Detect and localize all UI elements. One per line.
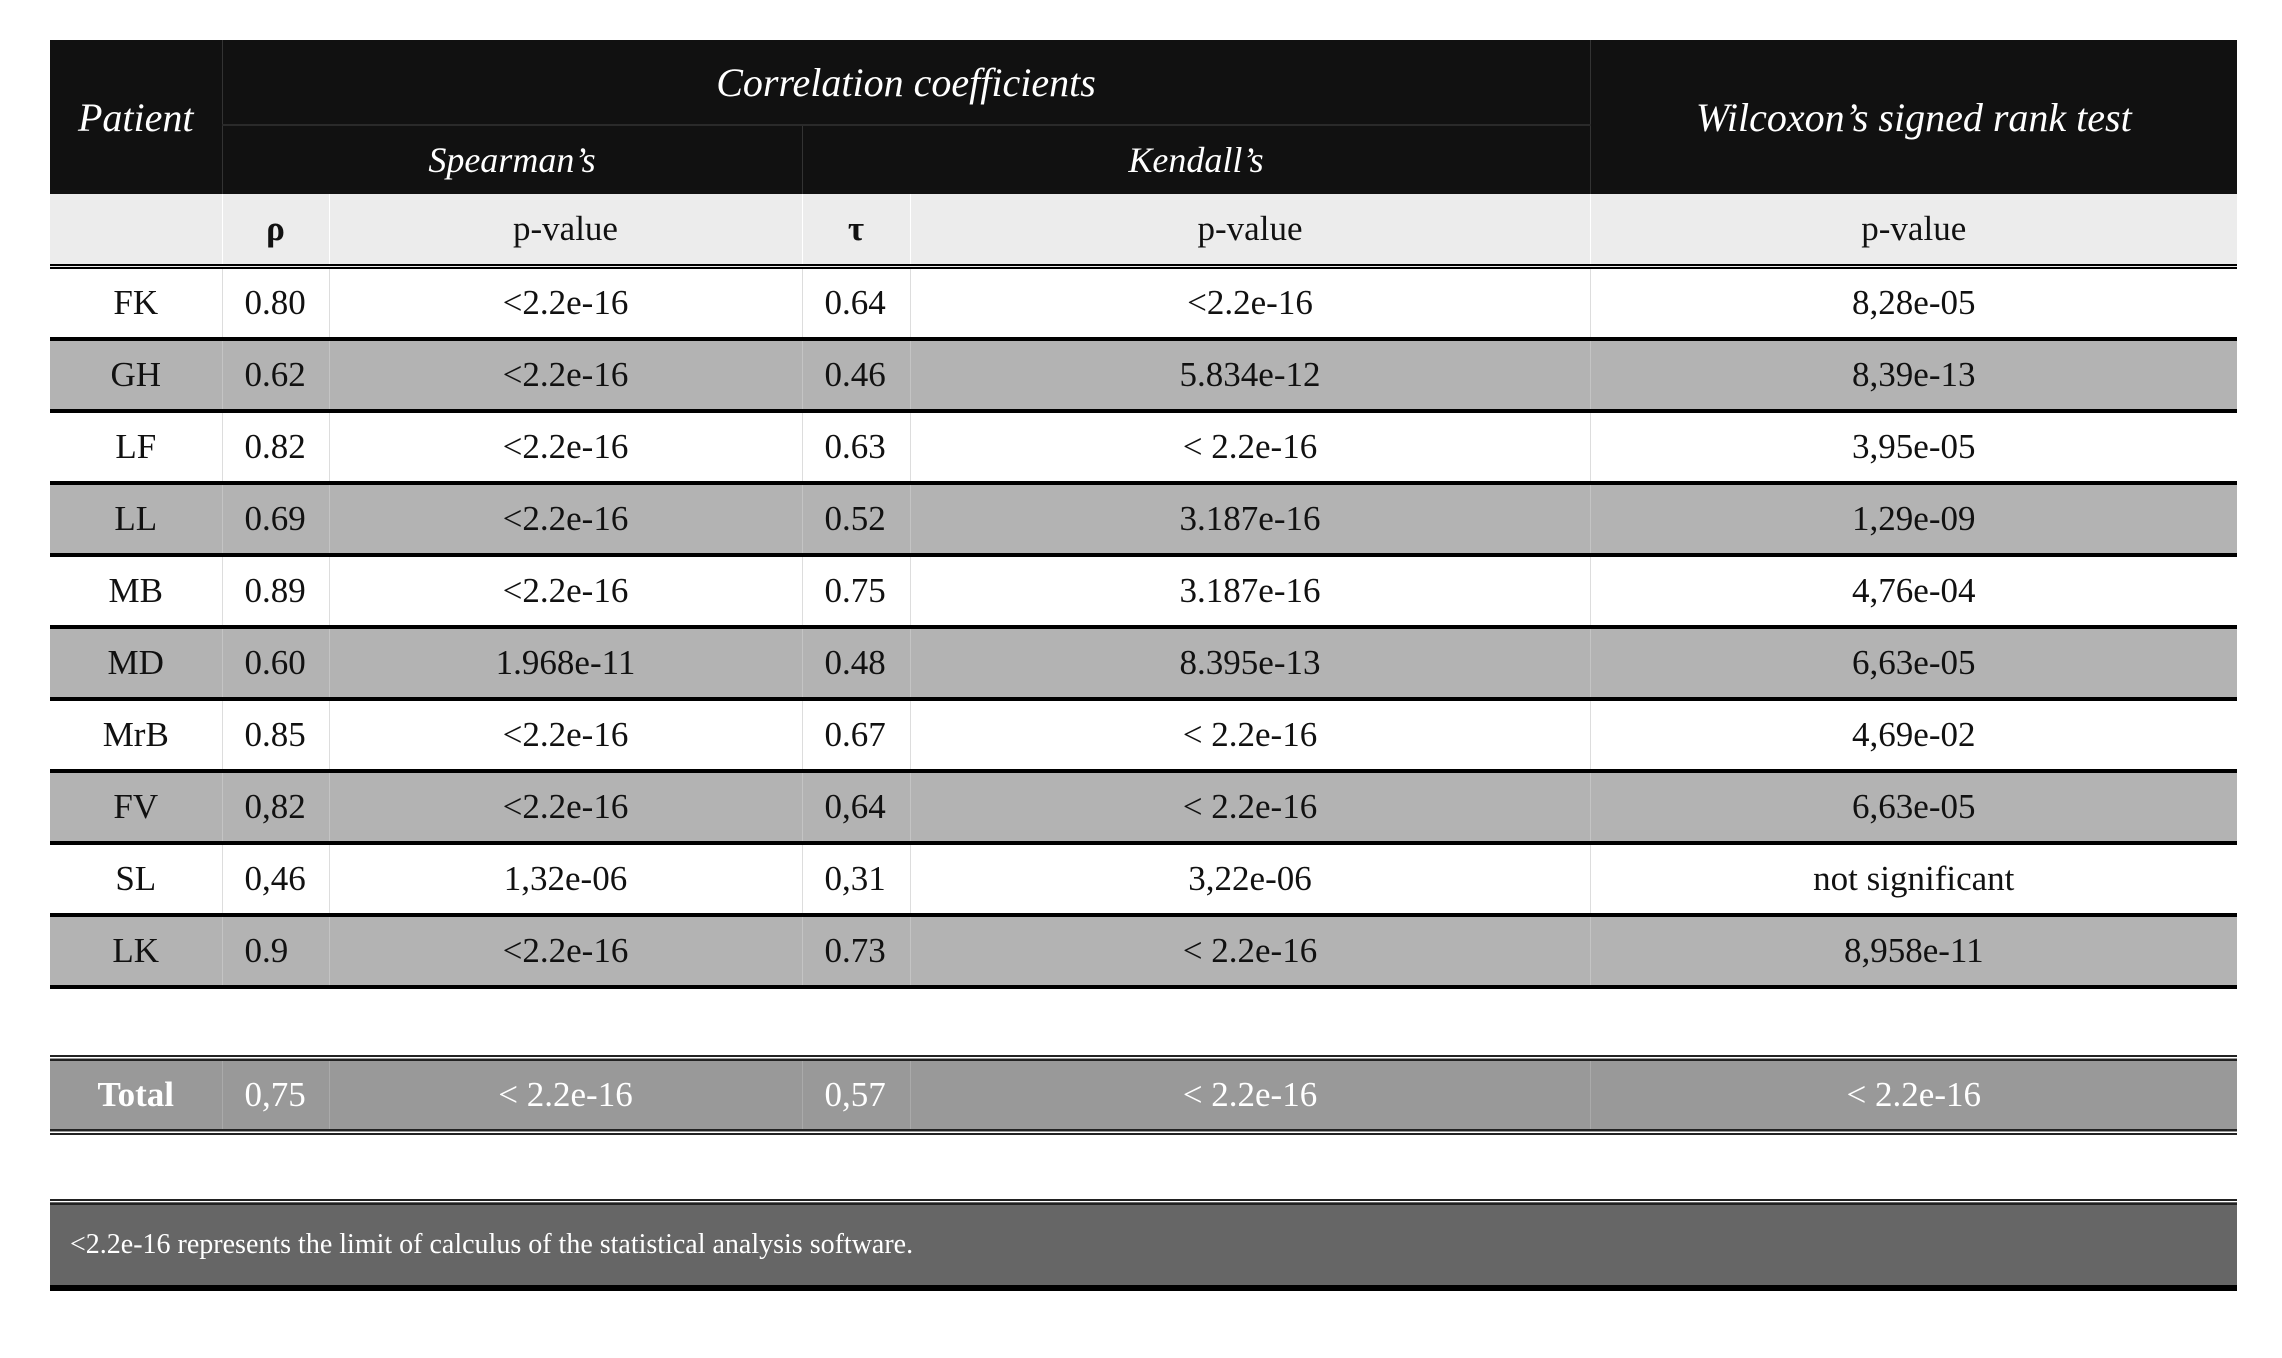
table-row: LK 0.9 <2.2e-16 0.73 < 2.2e-16 8,958e-11 bbox=[50, 915, 2238, 989]
rho-cell: 0.82 bbox=[221, 411, 329, 485]
tau-header: τ bbox=[801, 194, 910, 269]
tau-cell: 0,57 bbox=[801, 1055, 910, 1135]
table-row: FV 0,82 <2.2e-16 0,64 < 2.2e-16 6,63e-05 bbox=[50, 771, 2238, 845]
tau-cell: 0.75 bbox=[801, 555, 910, 629]
table-row: MB 0.89 <2.2e-16 0.75 3.187e-16 4,76e-04 bbox=[50, 555, 2238, 629]
table-row: LL 0.69 <2.2e-16 0.52 3.187e-16 1,29e-09 bbox=[50, 483, 2238, 557]
spearman-pvalue-cell: <2.2e-16 bbox=[328, 699, 802, 773]
patient-cell: MrB bbox=[50, 699, 222, 773]
wilcoxon-pvalue-cell: 4,69e-02 bbox=[1589, 699, 2238, 773]
wilcoxon-header: Wilcoxon’s signed rank test bbox=[1589, 40, 2238, 194]
spearman-pvalue-cell: <2.2e-16 bbox=[328, 483, 802, 557]
rho-cell: 0.85 bbox=[221, 699, 329, 773]
wilcoxon-pvalue-cell: 4,76e-04 bbox=[1589, 555, 2238, 629]
spearman-pvalue-cell: <2.2e-16 bbox=[328, 771, 802, 845]
wilcoxon-pvalue-cell: 8,958e-11 bbox=[1589, 915, 2238, 989]
wilcoxon-pvalue-cell: 8,39e-13 bbox=[1589, 339, 2238, 413]
wilcoxon-pvalue-cell: not significant bbox=[1589, 843, 2238, 917]
rho-cell: 0.89 bbox=[221, 555, 329, 629]
spearman-header: Spearman’s bbox=[221, 124, 802, 194]
patient-cell: LF bbox=[50, 411, 222, 485]
rho-cell: 0.69 bbox=[221, 483, 329, 557]
subheader-empty bbox=[50, 194, 222, 269]
spearman-pvalue-header: p-value bbox=[328, 194, 802, 269]
patient-cell: GH bbox=[50, 339, 222, 413]
spearman-pvalue-cell: <2.2e-16 bbox=[328, 915, 802, 989]
rho-cell: 0,75 bbox=[221, 1055, 329, 1135]
patient-cell: MB bbox=[50, 555, 222, 629]
tau-cell: 0,64 bbox=[801, 771, 910, 845]
spearman-pvalue-cell: 1.968e-11 bbox=[328, 627, 802, 701]
kendall-pvalue-cell: <2.2e-16 bbox=[909, 266, 1591, 341]
kendall-pvalue-cell: < 2.2e-16 bbox=[909, 915, 1591, 989]
kendall-pvalue-cell: 3.187e-16 bbox=[909, 483, 1591, 557]
spearman-pvalue-cell: 1,32e-06 bbox=[328, 843, 802, 917]
kendall-pvalue-cell: 3.187e-16 bbox=[909, 555, 1591, 629]
kendall-header: Kendall’s bbox=[801, 124, 1591, 194]
spearman-pvalue-cell: <2.2e-16 bbox=[328, 411, 802, 485]
tau-cell: 0.52 bbox=[801, 483, 910, 557]
wilcoxon-pvalue-cell: 6,63e-05 bbox=[1589, 627, 2238, 701]
kendall-pvalue-cell: 3,22e-06 bbox=[909, 843, 1591, 917]
kendall-pvalue-cell: < 2.2e-16 bbox=[909, 411, 1591, 485]
wilcoxon-pvalue-header: p-value bbox=[1589, 194, 2238, 269]
tau-cell: 0.73 bbox=[801, 915, 910, 989]
spearman-pvalue-cell: <2.2e-16 bbox=[328, 555, 802, 629]
table-row: SL 0,46 1,32e-06 0,31 3,22e-06 not significan… bbox=[50, 843, 2238, 917]
kendall-pvalue-cell: < 2.2e-16 bbox=[909, 699, 1591, 773]
correlation-header: Correlation coefficients bbox=[221, 40, 1591, 125]
tau-cell: 0.64 bbox=[801, 266, 910, 341]
rho-cell: 0,82 bbox=[221, 771, 329, 845]
patient-cell: SL bbox=[50, 843, 222, 917]
rho-cell: 0.9 bbox=[221, 915, 329, 989]
spearman-pvalue-cell: <2.2e-16 bbox=[328, 266, 802, 341]
spacer bbox=[50, 1132, 2237, 1202]
kendall-pvalue-cell: 5.834e-12 bbox=[909, 339, 1591, 413]
table-row: GH 0.62 <2.2e-16 0.46 5.834e-12 8,39e-13 bbox=[50, 339, 2238, 413]
rho-cell: 0.60 bbox=[221, 627, 329, 701]
patient-cell: FV bbox=[50, 771, 222, 845]
rho-cell: 0.62 bbox=[221, 339, 329, 413]
wilcoxon-pvalue-cell: 6,63e-05 bbox=[1589, 771, 2238, 845]
wilcoxon-pvalue-cell: 1,29e-09 bbox=[1589, 483, 2238, 557]
wilcoxon-pvalue-cell: 8,28e-05 bbox=[1589, 266, 2238, 341]
tau-cell: 0,31 bbox=[801, 843, 910, 917]
patient-header: Patient bbox=[50, 40, 222, 194]
table-row: MrB 0.85 <2.2e-16 0.67 < 2.2e-16 4,69e-02 bbox=[50, 699, 2238, 773]
rho-cell: 0.80 bbox=[221, 266, 329, 341]
subheader-row: ρ p-value τ p-value p-value bbox=[50, 194, 2238, 269]
patient-cell: MD bbox=[50, 627, 222, 701]
tau-cell: 0.63 bbox=[801, 411, 910, 485]
patient-cell: FK bbox=[50, 266, 222, 341]
footnote: <2.2e-16 represents the limit of calculu… bbox=[50, 1199, 2238, 1291]
spearman-pvalue-cell: <2.2e-16 bbox=[328, 339, 802, 413]
rho-cell: 0,46 bbox=[221, 843, 329, 917]
kendall-pvalue-cell: 8.395e-13 bbox=[909, 627, 1591, 701]
wilcoxon-pvalue-cell: 3,95e-05 bbox=[1589, 411, 2238, 485]
wilcoxon-pvalue-cell: < 2.2e-16 bbox=[1589, 1055, 2238, 1135]
spearman-pvalue-cell: < 2.2e-16 bbox=[328, 1055, 802, 1135]
patient-cell: Total bbox=[50, 1055, 222, 1135]
total-row: Total 0,75 < 2.2e-16 0,57 < 2.2e-16 < 2.2e-16 bbox=[50, 1055, 2238, 1135]
kendall-pvalue-cell: < 2.2e-16 bbox=[909, 1055, 1591, 1135]
tau-cell: 0.48 bbox=[801, 627, 910, 701]
tau-cell: 0.67 bbox=[801, 699, 910, 773]
results-table: Patient Correlation coefficients Wilcoxo… bbox=[50, 40, 2238, 1291]
patient-cell: LK bbox=[50, 915, 222, 989]
spacer bbox=[50, 987, 2237, 1058]
table-row: FK 0.80 <2.2e-16 0.64 <2.2e-16 8,28e-05 bbox=[50, 266, 2238, 341]
table-row: MD 0.60 1.968e-11 0.48 8.395e-13 6,63e-05 bbox=[50, 627, 2238, 701]
kendall-pvalue-cell: < 2.2e-16 bbox=[909, 771, 1591, 845]
kendall-pvalue-header: p-value bbox=[909, 194, 1591, 269]
patient-cell: LL bbox=[50, 483, 222, 557]
rho-header: ρ bbox=[221, 194, 329, 269]
table-row: LF 0.82 <2.2e-16 0.63 < 2.2e-16 3,95e-05 bbox=[50, 411, 2238, 485]
tau-cell: 0.46 bbox=[801, 339, 910, 413]
